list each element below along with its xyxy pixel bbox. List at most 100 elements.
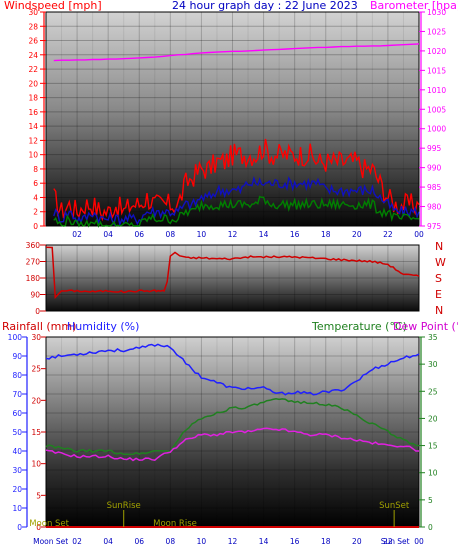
humidity-tick-label: 50 bbox=[12, 428, 22, 437]
panel3-xtick-label: 06 bbox=[134, 537, 144, 546]
rainfall-axis: 0 5 10 15 20 25 30 bbox=[31, 333, 46, 532]
direction-tick-label: 360 bbox=[26, 241, 41, 250]
humidity-tick-label: 30 bbox=[12, 466, 22, 475]
panel3-xtick-label: 14 bbox=[259, 537, 269, 546]
direction-tick-label: 90 bbox=[30, 291, 40, 300]
chart-title: 24 hour graph day : 22 June 2023 bbox=[172, 0, 358, 12]
panel3-xtick-label: 12 bbox=[228, 537, 238, 546]
panel1-grid bbox=[46, 11, 420, 227]
panel3-xtick-label: 04 bbox=[103, 537, 113, 546]
rainfall-tick-label: 0 bbox=[36, 523, 41, 532]
windspeed-tick-label: 28 bbox=[28, 22, 38, 31]
gust-wind-series-line bbox=[53, 138, 420, 222]
windspeed-tick-label: 12 bbox=[28, 136, 38, 145]
panel1-xtick-label: 12 bbox=[228, 230, 238, 239]
panel3-xtick-label: 16 bbox=[290, 537, 300, 546]
windspeed-axis-label: Windspeed [mph] bbox=[4, 0, 102, 12]
panel1-xtick-label: 06 bbox=[134, 230, 144, 239]
dewpoint-axis-label: Dew Point (°C) bbox=[393, 320, 458, 333]
rainfall-tick-label: 30 bbox=[31, 333, 41, 342]
windspeed-tick-label: 20 bbox=[28, 79, 38, 88]
wind-direction-series-line bbox=[45, 246, 420, 300]
humidity-axis: 0 10 20 30 40 50 60 70 80 90 100 bbox=[8, 333, 28, 532]
panel3-xtick-label: 20 bbox=[352, 537, 362, 546]
windspeed-tick-label: 6 bbox=[33, 179, 38, 188]
barometer-tick-label: 985 bbox=[427, 183, 442, 192]
windspeed-tick-label: 14 bbox=[28, 122, 38, 131]
bottom-event-label: Set bbox=[397, 537, 409, 546]
panel1-xtick-label: 18 bbox=[321, 230, 331, 239]
temperature-series-line bbox=[45, 398, 420, 456]
rainfall-tick-label: 5 bbox=[36, 491, 41, 500]
rainfall-axis-label: Rainfall (mm) bbox=[2, 320, 76, 333]
windspeed-tick-label: 30 bbox=[28, 8, 38, 17]
humidity-tick-label: 10 bbox=[12, 504, 22, 513]
windspeed-tick-label: 8 bbox=[33, 165, 38, 174]
panel2-left-axis: 0 90 180 270 360 bbox=[26, 241, 46, 316]
barometer-tick-label: 1010 bbox=[427, 86, 446, 95]
windspeed-tick-label: 0 bbox=[33, 222, 38, 231]
panel2-plot-area bbox=[45, 244, 420, 312]
temperature-tick-label: 25 bbox=[428, 387, 438, 396]
temperature-tick-label: 30 bbox=[428, 360, 438, 369]
panel1-right-axis: 975 980 985 990 995 1000 1005 1010 1015 1020 1025 1… bbox=[419, 8, 446, 231]
event-label: SunSet bbox=[379, 501, 410, 511]
humidity-tick-label: 20 bbox=[12, 485, 22, 494]
barometer-tick-label: 1000 bbox=[427, 125, 446, 134]
temperature-tick-label: 15 bbox=[428, 442, 438, 451]
humidity-tick-label: 100 bbox=[8, 333, 23, 342]
direction-tick-label: 270 bbox=[26, 258, 41, 267]
barometer-tick-label: 1005 bbox=[427, 105, 446, 114]
panel3-xtick-label: 08 bbox=[166, 537, 176, 546]
panel3-series bbox=[45, 343, 420, 528]
panel3-xtick-label: 10 bbox=[197, 537, 207, 546]
windspeed-tick-label: 2 bbox=[33, 208, 38, 217]
panel1-xtick-label: 00 bbox=[414, 230, 424, 239]
direction-tick-label: 0 bbox=[35, 307, 40, 316]
windspeed-tick-label: 18 bbox=[28, 94, 38, 103]
windspeed-tick-label: 16 bbox=[28, 108, 38, 117]
panel1-xtick-label: 10 bbox=[197, 230, 207, 239]
panel1-xtick-label: 08 bbox=[166, 230, 176, 239]
avg-wind-series-line bbox=[53, 175, 420, 227]
panel1-plot-area bbox=[45, 11, 420, 227]
barometer-tick-label: 1015 bbox=[427, 66, 446, 75]
sun-moon-events: Moon Set SunRise Moon Rise SunSet bbox=[29, 501, 410, 529]
humidity-axis-label: Humidity (%) bbox=[67, 320, 139, 333]
panel3-xtick-label: 18 bbox=[321, 537, 331, 546]
barometer-series-line bbox=[53, 43, 420, 62]
humidity-tick-label: 40 bbox=[12, 447, 22, 456]
panel1-xtick-label: 02 bbox=[72, 230, 82, 239]
humidity-tick-label: 90 bbox=[12, 352, 22, 361]
humidity-series-line bbox=[45, 343, 420, 396]
rainfall-tick-label: 25 bbox=[31, 365, 41, 374]
panel3-x-axis: 02 04 06 08 10 12 14 16 18 20 22 00 Moon Set Sun Set bbox=[33, 537, 424, 546]
temperature-axis-label: Temperature (°C) bbox=[311, 320, 407, 333]
windspeed-tick-label: 22 bbox=[28, 65, 38, 74]
panel3-xtick-label: 02 bbox=[72, 537, 82, 546]
panel2-series bbox=[45, 246, 420, 300]
event-label: Moon Rise bbox=[153, 519, 197, 529]
temperature-tick-label: 10 bbox=[428, 469, 438, 478]
panel3-xtick-label: 22 bbox=[383, 537, 393, 546]
windspeed-tick-label: 4 bbox=[33, 193, 38, 202]
windspeed-tick-label: 10 bbox=[28, 151, 38, 160]
compass-label: E bbox=[435, 288, 442, 301]
temperature-tick-label: 5 bbox=[428, 496, 433, 505]
panel1-xtick-label: 20 bbox=[352, 230, 362, 239]
windspeed-tick-label: 26 bbox=[28, 37, 38, 46]
barometer-tick-label: 975 bbox=[427, 222, 442, 231]
compass-label: W bbox=[435, 256, 446, 269]
event-label: SunRise bbox=[107, 501, 141, 511]
humidity-tick-label: 0 bbox=[17, 523, 22, 532]
panel1-xtick-label: 22 bbox=[383, 230, 393, 239]
panel1-x-axis: 02 04 06 08 10 12 14 16 18 20 22 00 bbox=[72, 230, 424, 239]
bottom-event-label: Moon Set bbox=[33, 537, 68, 546]
direction-tick-label: 180 bbox=[26, 274, 41, 283]
event-label: Moon Set bbox=[29, 519, 69, 529]
barometer-tick-label: 980 bbox=[427, 203, 442, 212]
compass-label: S bbox=[435, 272, 442, 285]
barometer-tick-label: 990 bbox=[427, 164, 442, 173]
humidity-tick-label: 70 bbox=[12, 390, 22, 399]
bottom-event-label: Sun bbox=[381, 537, 396, 546]
